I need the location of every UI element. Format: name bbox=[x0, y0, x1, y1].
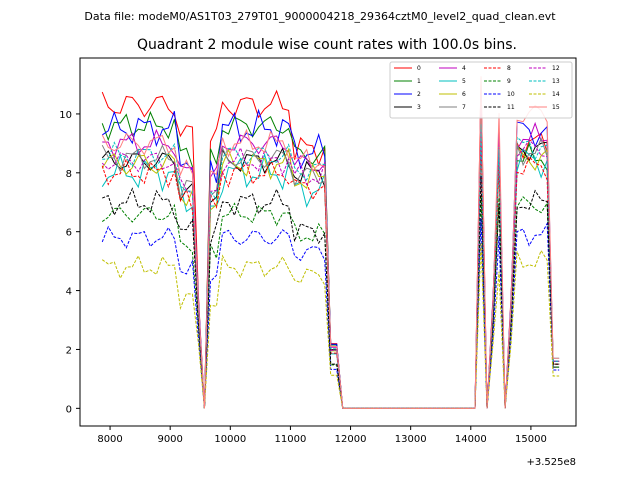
legend-label: 5 bbox=[462, 78, 466, 85]
y-tick-label: 0 bbox=[66, 404, 72, 415]
x-tick-label: 12000 bbox=[335, 434, 367, 445]
legend-label: 9 bbox=[507, 78, 511, 85]
legend-label: 4 bbox=[462, 65, 466, 72]
y-tick-label: 2 bbox=[66, 345, 72, 356]
y-axis: 0 2 4 6 8 10 bbox=[59, 110, 80, 415]
legend-label: 10 bbox=[507, 91, 515, 98]
x-tick-label: 9000 bbox=[157, 434, 182, 445]
x-axis: 8000 9000 10000 11000 12000 13000 14000 15000 bbox=[97, 426, 547, 445]
series-line-14 bbox=[101, 242, 560, 409]
legend-label: 11 bbox=[507, 104, 515, 111]
x-tick-label: 11000 bbox=[275, 434, 307, 445]
legend-label: 6 bbox=[462, 91, 466, 98]
legend-label: 13 bbox=[552, 78, 560, 85]
y-tick-label: 6 bbox=[66, 228, 72, 239]
legend-label: 15 bbox=[552, 104, 560, 111]
y-tick-label: 8 bbox=[66, 169, 72, 180]
legend-label: 2 bbox=[417, 91, 421, 98]
series-line-11 bbox=[102, 175, 560, 409]
plot-lines bbox=[101, 76, 560, 409]
legend-label: 12 bbox=[552, 65, 560, 72]
x-tick-label: 8000 bbox=[97, 434, 122, 445]
legend-label: 14 bbox=[552, 91, 560, 98]
legend-label: 7 bbox=[462, 104, 466, 111]
x-tick-label: 15000 bbox=[515, 434, 547, 445]
legend-label: 8 bbox=[507, 65, 511, 72]
x-offset-label: +3.525e8 bbox=[526, 457, 576, 468]
legend-box bbox=[389, 61, 573, 119]
legend-label: 0 bbox=[417, 65, 421, 72]
chart-title: Quadrant 2 module wise count rates with … bbox=[137, 37, 517, 53]
data-file-header: Data file: modeM0/AS1T03_279T01_90000042… bbox=[84, 10, 556, 23]
y-tick-label: 10 bbox=[59, 110, 72, 121]
series-line-13 bbox=[102, 123, 560, 409]
x-tick-label: 10000 bbox=[214, 434, 246, 445]
x-tick-label: 13000 bbox=[395, 434, 427, 445]
legend-label: 1 bbox=[417, 78, 421, 85]
legend-label: 3 bbox=[417, 104, 421, 111]
plot-frame bbox=[79, 57, 577, 427]
series-line-15 bbox=[101, 76, 560, 409]
y-tick-label: 4 bbox=[66, 287, 72, 298]
x-tick-label: 14000 bbox=[455, 434, 487, 445]
